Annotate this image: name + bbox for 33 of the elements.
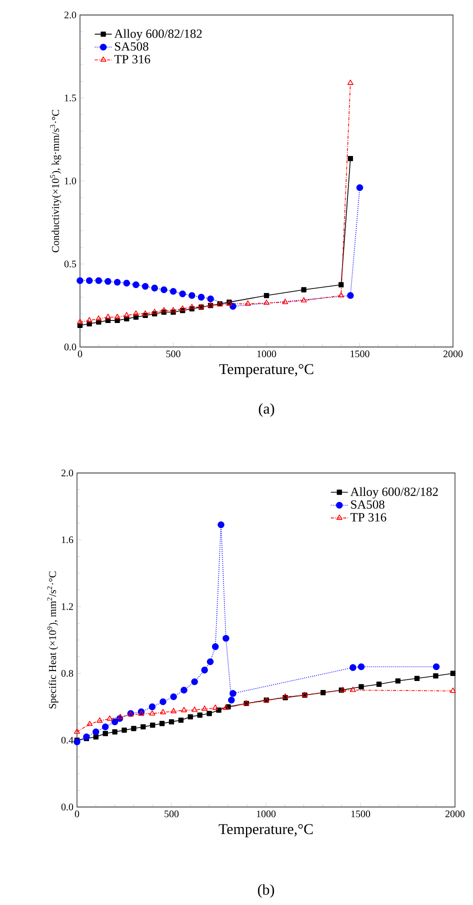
x-axis-title: Temperature,°C bbox=[218, 824, 313, 838]
legend-label: Alloy 600/82/182 bbox=[350, 487, 438, 499]
legend-label: SA508 bbox=[115, 42, 148, 51]
y-tick-label: 1.6 bbox=[62, 536, 74, 544]
x-tick-label: 1500 bbox=[350, 350, 370, 358]
y-tick-label: 1.2 bbox=[62, 603, 73, 610]
x-tick-label: 1500 bbox=[351, 810, 370, 818]
y-tick-label: 0.5 bbox=[64, 260, 76, 268]
x-tick-label: 0 bbox=[74, 810, 80, 818]
y-tick-label: 2.0 bbox=[64, 12, 76, 18]
y-tick-label: 1.5 bbox=[64, 94, 76, 102]
x-tick-label: 500 bbox=[166, 350, 180, 358]
y-tick-label: 0.0 bbox=[64, 344, 76, 350]
text: (a) bbox=[258, 403, 274, 417]
y-axis-title: Conductivity(×10$^{5}$), kg·mm/s$^{3}$·°C bbox=[50, 110, 62, 252]
legend-label: SA508 bbox=[351, 500, 384, 509]
x-tick-label: 500 bbox=[164, 810, 179, 818]
x-tick-label: 1000 bbox=[256, 810, 276, 818]
x-tick-label: 2000 bbox=[445, 810, 465, 818]
text: (b) bbox=[258, 884, 274, 898]
x-tick-label: 0 bbox=[78, 350, 82, 358]
y-tick-label: 2.0 bbox=[61, 470, 74, 476]
y-tick-label: 1.0 bbox=[64, 178, 76, 184]
x-axis-title: Temperature,°C bbox=[219, 364, 314, 378]
legend-label: TP 316 bbox=[350, 513, 386, 522]
y-tick-label: 0.0 bbox=[61, 804, 74, 810]
legend-label: Alloy 600/82/182 bbox=[114, 29, 202, 40]
x-tick-label: 2000 bbox=[443, 350, 463, 358]
x-tick-label: 1000 bbox=[257, 350, 276, 358]
y-tick-label: 0.8 bbox=[61, 670, 74, 677]
y-axis-title: Specific Heat (×10$^{9}$), mm$^{2}$/s$^{2}$·°C bbox=[47, 571, 58, 708]
legend-label: TP 316 bbox=[114, 55, 150, 64]
y-tick-label: 0.4 bbox=[61, 736, 74, 744]
